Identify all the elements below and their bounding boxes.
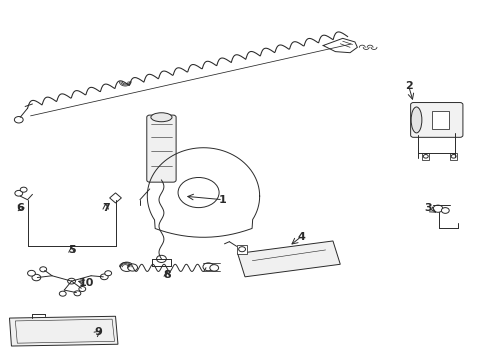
Text: 5: 5 [68, 245, 75, 255]
Circle shape [74, 291, 81, 296]
Text: 2: 2 [405, 81, 413, 91]
Text: 10: 10 [78, 278, 94, 288]
Circle shape [27, 270, 35, 276]
Circle shape [20, 187, 27, 192]
FancyBboxPatch shape [147, 115, 176, 182]
Text: 9: 9 [95, 327, 102, 337]
Polygon shape [9, 316, 118, 346]
Circle shape [433, 205, 443, 212]
Bar [450, 153, 457, 159]
Text: 1: 1 [219, 195, 227, 205]
Circle shape [239, 247, 245, 252]
Text: 8: 8 [163, 270, 171, 280]
Polygon shape [110, 193, 122, 203]
Ellipse shape [151, 113, 172, 122]
Polygon shape [238, 241, 340, 277]
Circle shape [157, 255, 166, 262]
Circle shape [105, 271, 112, 276]
Circle shape [14, 117, 23, 123]
Circle shape [32, 274, 41, 281]
Circle shape [128, 264, 138, 271]
Text: 7: 7 [102, 203, 110, 213]
Bar [237, 244, 247, 253]
Bar [432, 111, 449, 129]
Circle shape [100, 274, 108, 280]
Circle shape [210, 265, 219, 271]
Bar [422, 153, 429, 159]
Circle shape [423, 154, 428, 158]
Circle shape [121, 262, 133, 271]
Circle shape [15, 190, 23, 196]
Circle shape [203, 263, 214, 271]
Ellipse shape [411, 107, 422, 133]
Text: 6: 6 [16, 203, 24, 213]
Text: 3: 3 [424, 203, 432, 213]
Circle shape [40, 267, 47, 272]
Circle shape [178, 177, 219, 208]
FancyBboxPatch shape [411, 103, 463, 137]
Text: 4: 4 [297, 232, 305, 242]
Circle shape [451, 154, 456, 158]
Circle shape [68, 278, 75, 284]
Circle shape [59, 291, 66, 296]
Circle shape [441, 208, 449, 213]
Circle shape [79, 287, 86, 292]
